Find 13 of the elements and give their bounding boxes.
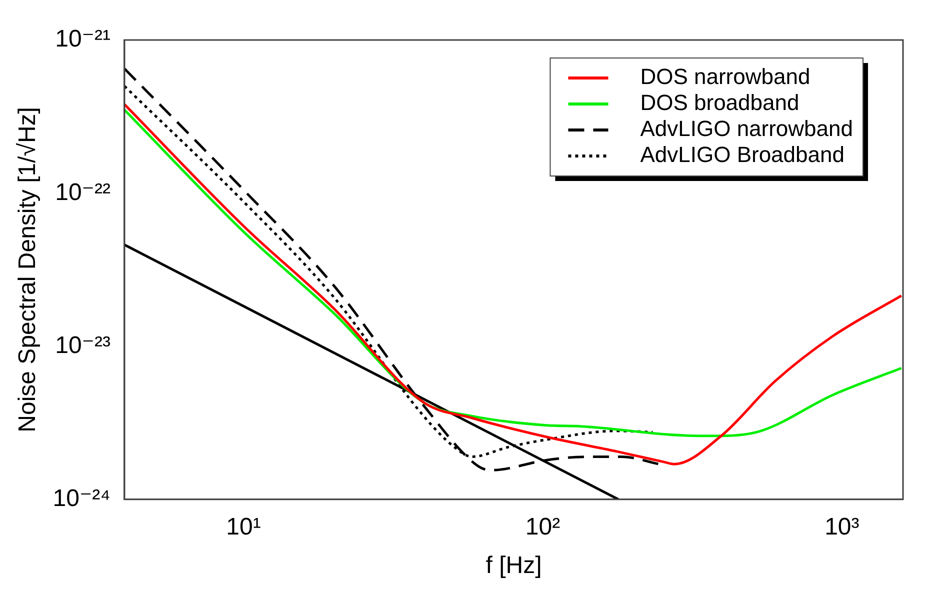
legend-label: DOS broadband	[640, 90, 800, 116]
x-tick-label: 10¹	[226, 513, 261, 540]
legend-label: AdvLIGO narrowband	[640, 116, 853, 142]
y-tick-label: 10⁻²⁴	[52, 485, 110, 512]
legend-label: AdvLIGO Broadband	[640, 142, 844, 168]
x-tick-label: 10³	[824, 513, 860, 540]
y-tick-label: 10⁻²¹	[55, 26, 110, 53]
x-tick-label: 10²	[525, 513, 560, 540]
x-axis-title: f [Hz]	[486, 552, 542, 580]
y-tick-label: 10⁻²³	[55, 332, 110, 359]
y-axis-title: Noise Spectral Density [1/√Hz]	[14, 107, 42, 432]
legend-label: DOS narrowband	[640, 64, 810, 90]
y-tick-label: 10⁻²²	[55, 178, 110, 206]
